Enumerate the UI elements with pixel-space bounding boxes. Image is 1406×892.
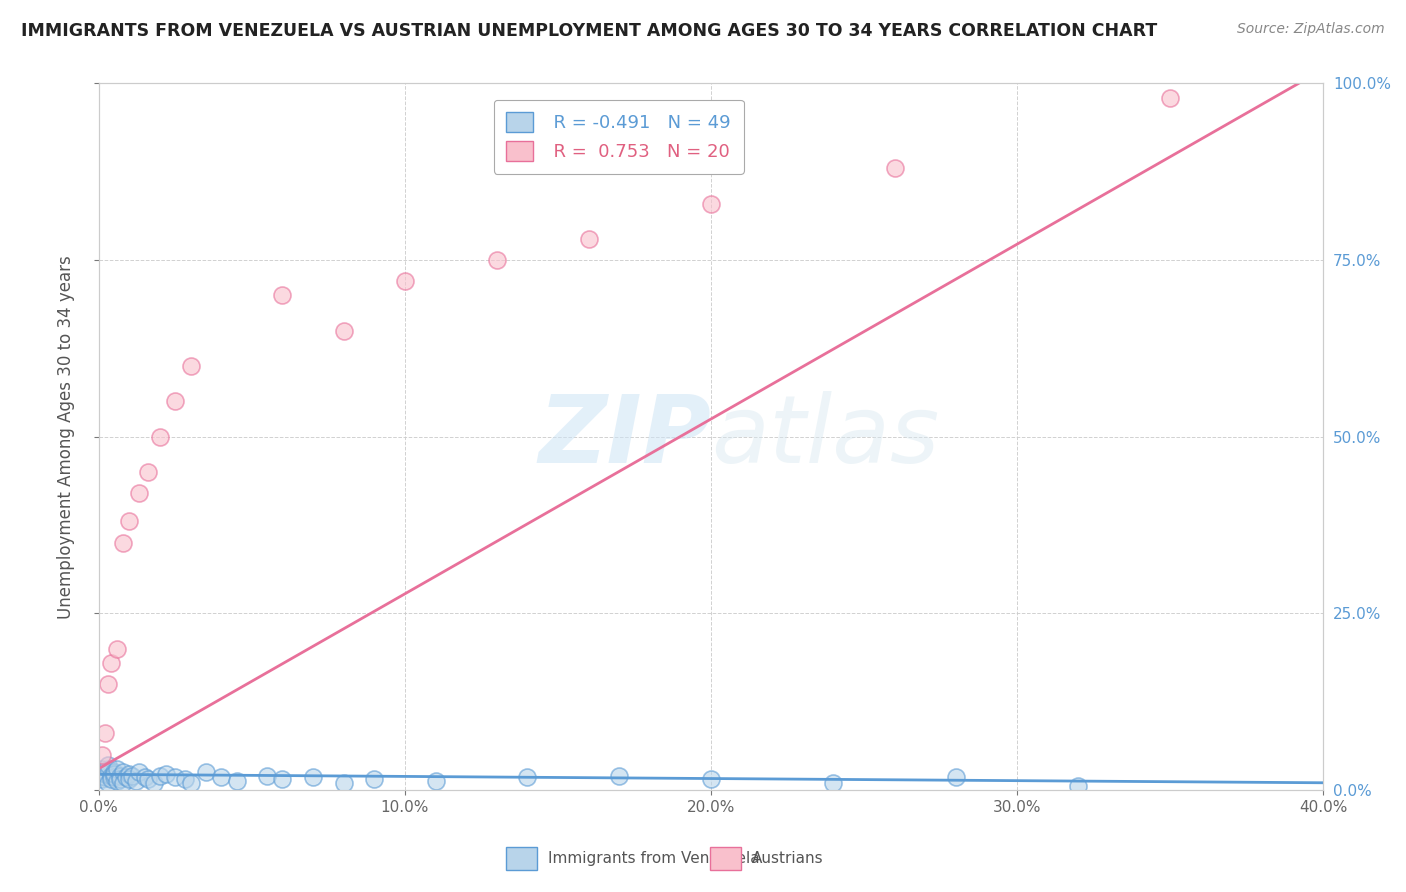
Point [209,770,232,784]
Point [607,769,630,783]
Legend:   R = -0.491   N = 49,   R =  0.753   N = 20: R = -0.491 N = 49, R = 0.753 N = 20 [494,100,744,174]
Point [100,772,122,787]
Point [883,161,905,176]
Point [110,772,132,787]
Point [118,772,141,787]
Point [425,774,447,789]
Point [128,765,150,780]
Point [173,772,195,787]
Point [225,774,247,789]
Text: ZIP: ZIP [538,391,711,483]
Point [105,762,128,776]
Point [94,767,117,781]
Point [112,535,135,549]
Point [90,769,112,783]
Point [1067,780,1090,794]
Point [128,486,150,500]
Point [115,770,138,784]
Point [271,772,294,787]
Point [256,769,278,783]
Text: Austrians: Austrians [752,851,824,866]
Point [165,770,187,784]
Point [180,359,202,373]
Point [103,765,125,780]
Point [1159,90,1181,104]
Point [700,772,723,787]
Point [302,770,325,784]
Point [110,769,132,783]
Point [180,776,202,790]
Point [578,232,600,246]
Point [100,769,122,783]
Text: Source: ZipAtlas.com: Source: ZipAtlas.com [1237,22,1385,37]
Point [112,776,135,790]
Point [149,430,172,444]
Point [97,677,120,691]
Point [118,767,141,781]
Point [142,776,165,790]
Point [155,767,177,781]
Point [90,772,112,787]
Point [103,767,125,781]
Text: atlas: atlas [711,391,939,483]
Point [124,774,146,789]
Point [394,274,416,288]
Point [97,776,120,790]
Point [149,769,172,783]
Point [945,770,967,784]
Point [94,770,117,784]
Point [363,772,385,787]
Point [271,288,294,302]
Point [94,765,117,780]
Point [194,765,217,780]
Point [103,770,125,784]
Point [485,253,508,268]
Point [332,776,354,790]
Point [90,762,112,776]
Point [332,324,354,338]
Point [516,770,538,784]
Point [136,465,159,479]
Point [823,776,845,790]
Point [94,726,117,740]
Point [90,747,112,762]
Text: Immigrants from Venezuela: Immigrants from Venezuela [548,851,761,866]
Point [121,769,143,783]
Y-axis label: Unemployment Among Ages 30 to 34 years: Unemployment Among Ages 30 to 34 years [58,255,75,618]
Point [105,774,128,789]
Point [112,765,135,780]
Point [105,641,128,656]
Point [118,515,141,529]
Point [97,762,120,776]
Point [165,394,187,409]
Point [100,656,122,670]
Point [134,770,156,784]
Point [97,758,120,772]
Point [700,196,723,211]
Text: IMMIGRANTS FROM VENEZUELA VS AUSTRIAN UNEMPLOYMENT AMONG AGES 30 TO 34 YEARS COR: IMMIGRANTS FROM VENEZUELA VS AUSTRIAN UN… [21,22,1157,40]
Point [136,772,159,787]
